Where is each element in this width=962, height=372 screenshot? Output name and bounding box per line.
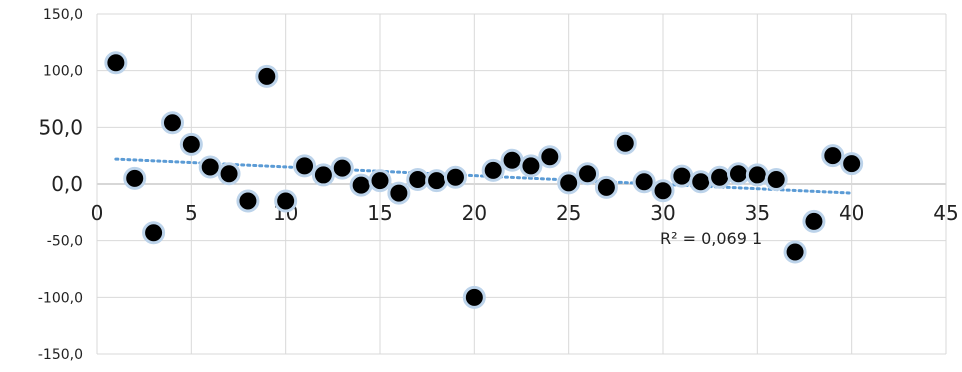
data-point [538,145,562,169]
data-point [576,162,600,186]
data-point [821,144,845,168]
data-point [123,166,147,190]
data-point [104,51,128,75]
data-point [689,170,713,194]
data-point [519,154,543,178]
data-point [783,240,807,264]
x-tick-label: 5 [185,201,198,225]
data-point [557,171,581,195]
data-point [613,131,637,155]
data-point [349,173,373,197]
x-tick-label: 30 [650,201,675,225]
y-tick-label: -50,0 [47,234,83,250]
y-tick-label: 0,0 [51,172,83,196]
data-point [726,162,750,186]
r-squared-label: R² = 0,069 1 [660,229,762,248]
data-point [142,221,166,245]
data-point [255,64,279,88]
data-point [462,285,486,309]
y-tick-label: 50,0 [38,115,83,139]
x-tick-label: 35 [745,201,770,225]
y-tick-label: -100,0 [38,290,83,306]
y-tick-label: -150,0 [38,347,83,363]
data-point [443,165,467,189]
data-point [274,189,298,213]
data-point [670,164,694,188]
data-point [594,175,618,199]
data-point [632,170,656,194]
data-point [745,163,769,187]
x-tick-label: 40 [839,201,864,225]
y-tick-label: 100,0 [43,64,83,80]
x-tick-label: 45 [933,201,958,225]
data-point [368,169,392,193]
data-point [764,167,788,191]
data-point [840,152,864,176]
y-tick-label: 150,0 [43,7,83,23]
data-point [293,154,317,178]
data-point [198,155,222,179]
data-point [481,158,505,182]
data-point [160,111,184,135]
y-axis-tick-labels: 150,0 100,0 50,0 0,0 -50,0 -100,0 -150,0 [38,7,83,363]
data-point [651,179,675,203]
data-point [217,162,241,186]
data-point [708,165,732,189]
x-axis-tick-labels: 0 5 10 15 20 25 30 35 40 45 [91,201,959,225]
data-point [500,148,524,172]
data-point [387,181,411,205]
data-point [406,167,430,191]
x-tick-label: 0 [91,201,104,225]
data-points [104,51,864,309]
x-tick-label: 25 [556,201,581,225]
data-point [311,163,335,187]
x-tick-label: 20 [462,201,487,225]
data-point [236,189,260,213]
data-point [179,132,203,156]
data-point [802,209,826,233]
data-point [425,169,449,193]
x-tick-label: 15 [367,201,392,225]
data-point [330,156,354,180]
